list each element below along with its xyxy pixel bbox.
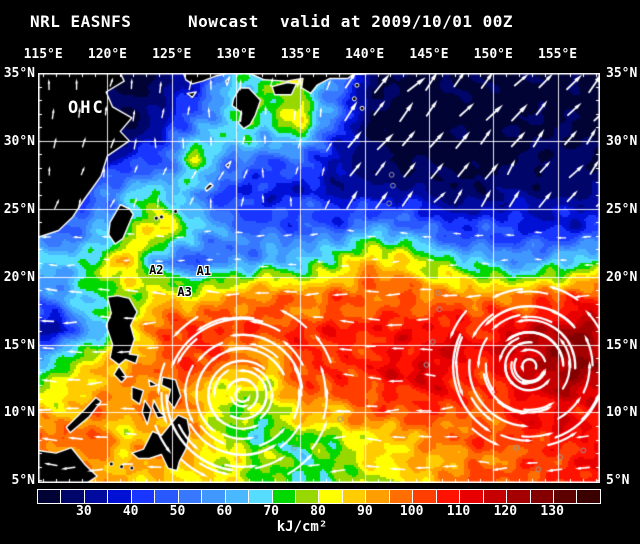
lon-tick-label: 140°E [345,47,385,62]
colorbar-tick-label: 120 [493,504,518,519]
map-annotation-a2: A2 [149,262,164,277]
colorbar-segment [178,490,202,503]
colorbar-segment [553,490,577,503]
colorbar-segment [507,490,530,503]
colorbar-segment [202,490,225,503]
colorbar-segment [530,490,553,503]
colorbar-segment [61,490,84,503]
map-annotation-a1: A1 [196,264,212,279]
lat-tick-label: 10°N [3,405,35,421]
lat-tick-label: 5°N [11,473,35,489]
colorbar-segment [342,490,366,503]
valid-time-label: valid at 2009/10/01 00Z [280,12,514,31]
lat-tick-label: 20°N [606,269,638,285]
colorbar-segment [483,490,507,503]
colorbar-segment [131,490,155,503]
colorbar-tick-label: 30 [76,504,92,519]
lat-tick-label: 30°N [606,133,638,149]
lat-tick-label: 15°N [606,337,638,353]
colorbar-tick-label: 100 [399,504,424,519]
lon-tick-label: 130°E [216,47,256,62]
lon-tick-label: 150°E [473,47,513,62]
ohc-heatmap-canvas [38,73,600,483]
lon-tick-label: 120°E [87,47,128,62]
lon-tick-label: 115°E [23,47,63,62]
colorbar-segment [295,490,319,503]
colorbar-tick-label: 80 [310,504,326,519]
map-plot-area: OHC A1 A2 A3 [38,73,600,483]
field-label-ohc: OHC [68,98,105,118]
colorbar [37,489,601,504]
colorbar-segment [460,490,483,503]
colorbar-unit-label: kJ/cm² [276,519,328,535]
colorbar-segment [155,490,178,503]
colorbar-segment [225,490,249,503]
colorbar-tick-label: 70 [263,504,279,519]
colorbar-segment [38,490,61,503]
map-annotation-a3: A3 [177,284,192,299]
lat-tick-label: 5°N [606,473,630,489]
lon-tick-label: 125°E [152,47,192,62]
colorbar-tick-label: 130 [540,504,564,519]
lat-tick-label: 35°N [606,66,638,81]
colorbar-segment [108,490,131,503]
lon-tick-label: 145°E [409,47,449,62]
product-title: NRL EASNFS [30,12,132,31]
colorbar-segment [319,490,342,503]
lat-tick-label: 10°N [606,405,638,421]
lat-tick-label: 15°N [3,337,35,353]
colorbar-tick-label: 90 [357,504,373,519]
colorbar-segment [366,490,389,503]
colorbar-tick-label: 40 [122,504,139,519]
lon-tick-label: 135°E [280,47,320,62]
lat-tick-label: 35°N [3,66,35,81]
lat-tick-label: 30°N [3,133,35,149]
colorbar-segment [577,490,600,503]
lat-tick-label: 25°N [606,201,638,217]
run-mode-label: Nowcast [188,12,259,31]
lat-tick-label: 20°N [3,269,35,285]
colorbar-tick-label: 110 [446,504,471,519]
colorbar-segment [249,490,272,503]
colorbar-tick-label: 60 [216,504,233,519]
colorbar-segment [272,490,295,503]
colorbar-segment [389,490,413,503]
colorbar-segment [413,490,436,503]
colorbar-segment [84,490,108,503]
colorbar-segment [436,490,460,503]
lon-tick-label: 155°E [537,47,578,62]
colorbar-tick-label: 50 [169,504,186,519]
lat-tick-label: 25°N [3,201,35,217]
